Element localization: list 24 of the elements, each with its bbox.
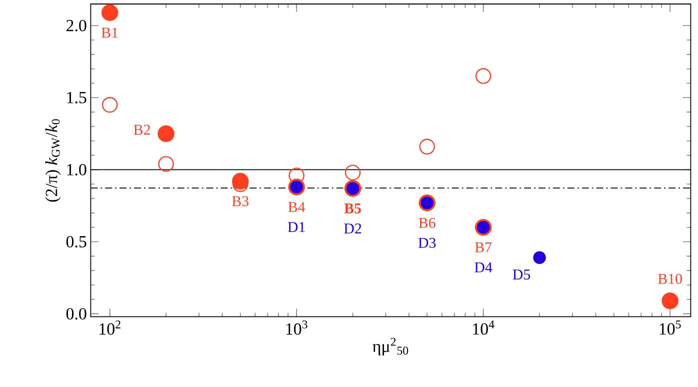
annotation: B10 <box>658 274 682 284</box>
annotation: D2 <box>344 223 362 234</box>
y-tick-label: 1.5 <box>67 92 86 104</box>
annotation: B1 <box>102 28 118 38</box>
x-tick-label: 10$^{5}$ <box>660 320 681 335</box>
annotation: B2 <box>134 124 150 135</box>
x-axis-title: ημ$^{2}$50 <box>372 338 408 356</box>
y-tick-label: 1.0 <box>67 164 86 176</box>
annotation: B5 <box>344 203 361 214</box>
annotation: B4 <box>288 202 306 212</box>
annotation: B3 <box>232 196 248 206</box>
annotation: D5 <box>512 270 530 280</box>
annotation: B7 <box>475 242 492 252</box>
x-tick-label: 10$^{2}$ <box>100 320 120 335</box>
x-tick-label: 10$^{4}$ <box>473 320 494 335</box>
annotation: D4 <box>474 262 492 272</box>
y-axis-title: (2/π) k$_{GW}$/k$_{0}$ <box>45 119 61 202</box>
annotation: B6 <box>418 218 436 228</box>
annotation: D1 <box>288 222 305 232</box>
y-tick-label: 0.0 <box>66 308 86 320</box>
x-tick-label: 10$^{3}$ <box>286 320 308 335</box>
annotation: D3 <box>418 238 436 248</box>
y-tick-label: 2.0 <box>66 20 86 32</box>
y-tick-label: 0.5 <box>66 236 86 248</box>
